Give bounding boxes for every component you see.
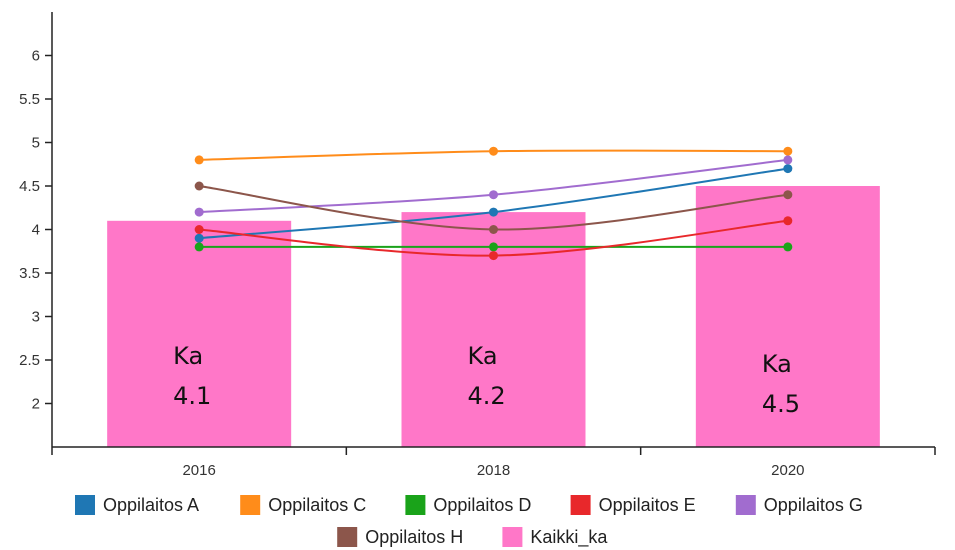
point-oppilaitos-h-2016 (194, 181, 204, 191)
point-oppilaitos-e-2018 (489, 251, 498, 261)
x-tick-label: 2018 (477, 462, 510, 479)
y-tick-label: 4 (32, 222, 40, 239)
point-oppilaitos-d-2020 (783, 242, 793, 252)
legend-swatch-oppilaitos-c (240, 495, 261, 515)
y-tick-label: 5.5 (19, 91, 40, 108)
bar-label-ka-2016: Ka (173, 342, 203, 370)
point-oppilaitos-c-2020 (783, 146, 793, 156)
y-tick-label: 3.5 (19, 265, 40, 282)
legend-swatch-oppilaitos-e (570, 495, 591, 515)
legend-swatch-oppilaitos-d (405, 495, 426, 515)
bar-label-ka-2020: Ka (762, 350, 792, 378)
point-oppilaitos-d-2016 (194, 242, 204, 252)
y-tick-label: 6 (32, 48, 40, 65)
x-tick-label: 2016 (182, 462, 215, 479)
legend-swatch-kaikki_ka (502, 527, 523, 547)
point-oppilaitos-a-2018 (489, 207, 498, 217)
point-oppilaitos-g-2018 (489, 190, 498, 200)
legend-label-oppilaitos-d: Oppilaitos D (433, 495, 531, 515)
y-tick-label: 4.5 (19, 178, 40, 195)
point-oppilaitos-c-2018 (489, 146, 498, 156)
point-oppilaitos-e-2016 (194, 225, 204, 234)
point-oppilaitos-g-2016 (194, 207, 204, 217)
legend-label-oppilaitos-h: Oppilaitos H (365, 527, 463, 547)
legend-label-oppilaitos-g: Oppilaitos G (764, 495, 863, 515)
legend-label-oppilaitos-c: Oppilaitos C (268, 495, 366, 515)
y-tick-label: 3 (32, 309, 40, 326)
y-tick-label: 2.5 (19, 352, 40, 369)
point-oppilaitos-a-2016 (194, 233, 204, 243)
bar-label-value-2016: 4.1 (173, 382, 211, 410)
legend-label-oppilaitos-a: Oppilaitos A (103, 495, 199, 515)
legend-swatch-oppilaitos-a (75, 495, 95, 515)
bar-labels-group: Ka 4.1 Ka 4.2 Ka 4.5 (173, 342, 800, 418)
bar-label-value-2018: 4.2 (468, 382, 506, 410)
point-oppilaitos-a-2020 (783, 164, 793, 174)
point-oppilaitos-e-2020 (783, 216, 793, 226)
point-oppilaitos-h-2020 (783, 190, 793, 200)
legend-swatch-oppilaitos-g (735, 495, 756, 515)
y-tick-label: 5 (32, 135, 40, 152)
legend-label-oppilaitos-e: Oppilaitos E (599, 495, 696, 515)
x-tick-label: 2020 (771, 462, 804, 479)
bar-label-value-2020: 4.5 (762, 390, 800, 418)
bar-label-ka-2018: Ka (468, 342, 498, 370)
lines-group (194, 146, 793, 261)
y-tick-label: 2 (32, 396, 40, 413)
point-oppilaitos-h-2018 (489, 225, 498, 234)
legend-label-kaikki_ka: Kaikki_ka (530, 527, 608, 548)
legend-swatch-oppilaitos-h (337, 527, 358, 547)
point-oppilaitos-g-2020 (783, 155, 793, 165)
axes-group: 2 2.5 3 3.5 4 4.5 5 5.5 6 2016 2018 2020 (19, 12, 936, 479)
bar-2016 (107, 220, 292, 447)
point-oppilaitos-d-2018 (489, 242, 498, 252)
legend: Oppilaitos A Oppilaitos C Oppilaitos D Oppi… (75, 495, 863, 548)
point-oppilaitos-c-2016 (194, 155, 204, 165)
